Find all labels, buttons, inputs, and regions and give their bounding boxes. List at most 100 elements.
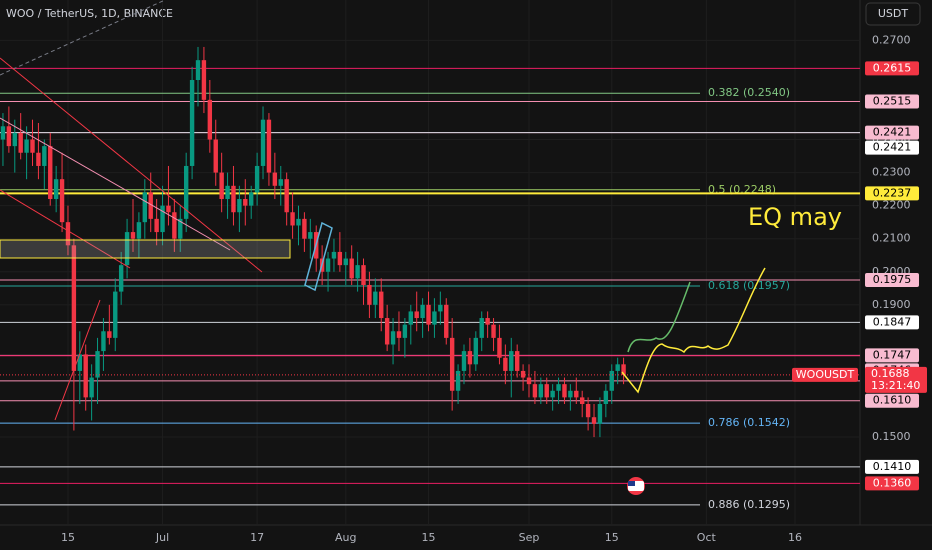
candle-body xyxy=(408,311,413,325)
candle-body xyxy=(77,354,82,371)
price-label-box xyxy=(865,393,919,408)
candle-body xyxy=(278,179,283,186)
price-label: 0.1975 xyxy=(873,273,912,286)
candle-body xyxy=(83,354,88,398)
symbol-title: WOO / TetherUS, 1D, BINANCE xyxy=(6,7,173,20)
candle-body xyxy=(367,284,372,305)
y-tick-label: 0.2200 xyxy=(872,199,911,212)
candle-body xyxy=(532,384,538,398)
candle-body xyxy=(302,218,307,239)
candle-body xyxy=(207,99,213,140)
candle-body xyxy=(30,139,35,153)
trend-line xyxy=(0,0,166,76)
candle-body xyxy=(414,311,419,319)
x-tick-label: 16 xyxy=(788,531,802,544)
candle-body xyxy=(113,291,118,338)
fib-label: 0.618 (0.1957) xyxy=(708,279,790,292)
candle-body xyxy=(136,222,142,239)
candle-body xyxy=(438,304,443,312)
x-tick-label: 15 xyxy=(605,531,619,544)
candle-body xyxy=(343,258,348,266)
candle-body xyxy=(183,165,189,219)
price-label: 0.1847 xyxy=(873,315,912,328)
candle-body xyxy=(71,245,77,371)
candle-body xyxy=(473,337,479,365)
candle-body xyxy=(426,304,431,325)
drawings xyxy=(0,0,766,495)
symbol-box xyxy=(792,367,858,382)
candle-body xyxy=(520,370,526,378)
candle-body xyxy=(95,351,100,378)
price-label-box xyxy=(865,476,919,491)
price-label: 0.1410 xyxy=(873,460,912,473)
candle-body xyxy=(225,185,230,200)
candle-body xyxy=(467,351,473,365)
price-label: 0.2421 xyxy=(873,126,912,139)
price-label-box xyxy=(865,459,919,474)
candle-body xyxy=(296,218,301,226)
candle-body xyxy=(160,205,165,233)
x-tick-label: 17 xyxy=(250,531,264,544)
trend-line xyxy=(0,57,263,273)
candle-body xyxy=(154,218,159,233)
candle-body xyxy=(402,324,408,338)
candle-body xyxy=(361,265,366,285)
candle-body xyxy=(579,397,585,404)
candle-body xyxy=(213,139,218,173)
candle-body xyxy=(497,337,502,358)
candle-body xyxy=(597,403,603,424)
candle-body xyxy=(325,258,331,272)
price-label-box xyxy=(865,348,919,363)
annotation: EQ may xyxy=(748,203,842,231)
candle-body xyxy=(272,172,278,186)
candle-body xyxy=(53,179,59,200)
candle-body xyxy=(538,384,544,398)
candle-body xyxy=(231,185,236,213)
current-price-box xyxy=(865,366,927,393)
price-label-box xyxy=(865,273,919,288)
candle-body xyxy=(260,119,266,166)
candle-body xyxy=(142,192,148,223)
candle-body xyxy=(219,172,224,200)
currency-button[interactable] xyxy=(865,2,921,26)
price-label: 0.2237 xyxy=(873,186,912,199)
price-label-box xyxy=(865,186,919,201)
candle-body xyxy=(379,291,384,319)
candle-body xyxy=(562,384,567,398)
candle-body xyxy=(172,212,177,239)
flag-icon[interactable] xyxy=(627,477,645,495)
candle-body xyxy=(568,390,573,398)
price-label: 0.2421 xyxy=(873,141,912,154)
y-tick-label: 0.1900 xyxy=(872,298,911,311)
candle-body xyxy=(461,351,467,371)
candle-body xyxy=(615,364,620,371)
candle-body xyxy=(89,377,94,398)
candle-body xyxy=(337,251,343,266)
candle-body xyxy=(195,60,201,81)
fib-label: 0.786 (0.1542) xyxy=(708,416,790,429)
candle-body xyxy=(189,80,195,166)
candle-body xyxy=(48,146,53,200)
symbol-label: WOOUSDT xyxy=(796,368,855,381)
countdown-label: 13:21:40 xyxy=(871,379,920,392)
channel xyxy=(304,221,333,292)
price-label-box xyxy=(865,315,919,330)
candle-body xyxy=(491,324,496,338)
candle-body xyxy=(550,390,555,398)
fib-label: 0.382 (0.2540) xyxy=(708,86,790,99)
candle-body xyxy=(42,146,47,166)
candle-body xyxy=(6,126,12,147)
current-price-label: 0.1688 xyxy=(871,367,910,380)
y-tick-label: 0.2300 xyxy=(872,166,911,179)
candle-body xyxy=(621,364,626,375)
x-tick-label: 15 xyxy=(61,531,75,544)
candle-body xyxy=(284,179,289,213)
candle-body xyxy=(591,417,597,424)
x-tick-label: Oct xyxy=(697,531,717,544)
candle-body xyxy=(384,318,390,345)
trend-line xyxy=(0,117,231,251)
candle-body xyxy=(526,377,532,385)
candle-body xyxy=(18,132,23,153)
candle-body xyxy=(308,232,313,239)
